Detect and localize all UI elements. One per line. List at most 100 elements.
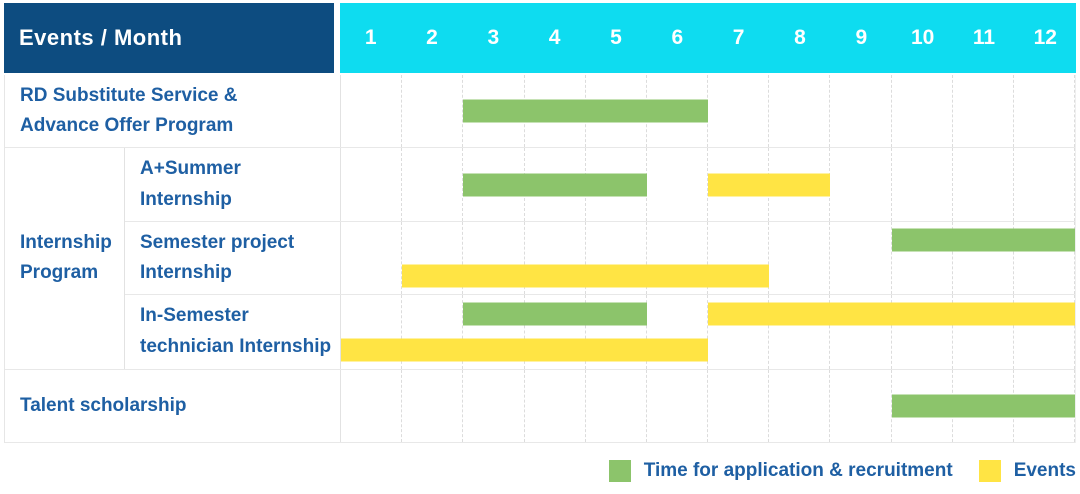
grid-column — [830, 148, 892, 221]
group-rows: A+Summer Internship Semester project Intern… — [125, 148, 1076, 369]
grid-column — [647, 369, 709, 442]
legend-item-green: Time for application & recruitment — [608, 460, 953, 482]
row-label-line: In-Semester — [140, 305, 249, 327]
row-label-line: Advance Offer Program — [20, 115, 234, 137]
grid-column — [586, 369, 647, 442]
month-label-2: 2 — [426, 26, 438, 49]
grid-column — [892, 221, 953, 295]
row-label-line: Talent scholarship — [20, 394, 187, 416]
month-label-1: 1 — [364, 26, 377, 49]
grid-column — [463, 369, 525, 442]
events-bar — [708, 173, 831, 197]
grid-column — [525, 221, 586, 295]
row-label-rd-substitute-service: RD Substitute Service & Advance Offer Pro… — [5, 75, 341, 148]
grid-column — [708, 369, 770, 442]
month-label-6: 6 — [671, 26, 684, 49]
grid-column — [953, 148, 1014, 221]
events-bar — [402, 264, 770, 288]
chart-area-a-plus-summer-internship — [341, 148, 1076, 221]
bar-lines — [341, 148, 1075, 220]
application-recruitment-bar — [891, 228, 1075, 252]
month-label-12: 12 — [1033, 26, 1057, 49]
grid-column — [341, 148, 403, 221]
grid-column — [402, 75, 464, 148]
bar-lines — [341, 75, 1075, 147]
grid-column — [647, 148, 709, 221]
green-swatch-icon — [608, 460, 631, 482]
grid-column — [830, 369, 892, 442]
row-label-in-semester-technician-internship: In-Semester technician Internship — [125, 295, 341, 369]
row-label-line: Program — [20, 262, 99, 284]
grid-column — [586, 221, 647, 295]
grid-column — [953, 295, 1014, 369]
grid-column — [830, 295, 892, 369]
bar-line — [341, 75, 1075, 147]
grid-column — [830, 75, 892, 148]
grid-column — [1014, 148, 1076, 221]
table-row-a-plus-summer-internship: A+Summer Internship — [125, 148, 1076, 222]
grid-column — [341, 75, 403, 148]
row-label-semester-project-internship: Semester project Internship — [125, 221, 341, 295]
group-label: Internship Program — [5, 148, 125, 369]
grid-column — [708, 75, 770, 148]
chart-area-in-semester-technician-internship — [341, 295, 1076, 369]
grid-column — [647, 221, 709, 295]
grid-column — [953, 75, 1014, 148]
legend-label: Time for application & recruitment — [643, 460, 953, 481]
grid-column — [525, 295, 586, 369]
schedule-table: Events / Month 1 2 3 4 5 6 7 8 9 10 11 12 RD Substi… — [4, 3, 1076, 443]
events-month-header: Events / Month — [4, 3, 334, 73]
grid-column — [647, 295, 709, 369]
table-row-rd-substitute-service: RD Substitute Service & Advance Offer Pro… — [5, 75, 1076, 149]
chart-area-rd-substitute-service — [341, 75, 1076, 148]
grid-column — [341, 369, 403, 442]
application-recruitment-bar — [463, 173, 647, 197]
bar-lines — [341, 222, 1075, 294]
bar-line — [341, 295, 1075, 332]
table-row-talent-scholarship: Talent scholarship — [5, 369, 1076, 443]
month-label-7: 7 — [732, 26, 745, 49]
grid-column — [769, 369, 831, 442]
grid-column — [708, 221, 770, 295]
row-label-line: A+Summer — [140, 158, 241, 180]
row-label-line: Internship — [140, 261, 232, 283]
row-label-talent-scholarship: Talent scholarship — [5, 369, 341, 442]
grid-column — [892, 75, 953, 148]
events-bar — [708, 302, 1075, 326]
month-header-row: 1 2 3 4 5 6 7 8 9 10 11 12 — [340, 3, 1076, 73]
events-bar — [341, 338, 708, 362]
grid-column — [341, 221, 403, 295]
month-label-11: 11 — [972, 26, 996, 49]
application-recruitment-bar — [891, 394, 1075, 418]
bar-lines — [341, 370, 1075, 442]
grid-column — [769, 75, 831, 148]
row-label-a-plus-summer-internship: A+Summer Internship — [125, 148, 341, 221]
bar-line — [341, 370, 1075, 442]
grid-column — [1014, 295, 1076, 369]
chart-area-talent-scholarship — [341, 369, 1076, 442]
grid-column — [892, 148, 953, 221]
legend-label: Events — [1013, 460, 1076, 481]
grid-column — [402, 295, 464, 369]
month-label-3: 3 — [487, 26, 500, 49]
grid-column — [402, 369, 464, 442]
legend-item-yellow: Events — [978, 460, 1076, 482]
yellow-swatch-icon — [978, 460, 1001, 482]
month-label-4: 4 — [548, 26, 561, 49]
month-label-10: 10 — [910, 26, 935, 49]
row-label-line: Internship — [20, 232, 112, 254]
grid-column — [525, 369, 586, 442]
grid-column — [1014, 221, 1076, 295]
bar-line — [341, 222, 1075, 258]
grid-column — [892, 295, 953, 369]
application-recruitment-bar — [463, 302, 647, 326]
group-internship-program: Internship Program A+Summer Internship Semes… — [5, 148, 1076, 370]
chart-area-semester-project-internship — [341, 221, 1076, 295]
grid-column — [341, 295, 403, 369]
grid-column — [1014, 75, 1076, 148]
row-label-line: Semester project — [140, 231, 295, 253]
bar-line — [341, 258, 1075, 294]
grid-column — [769, 295, 831, 369]
table-body: RD Substitute Service & Advance Offer Pro… — [4, 75, 1076, 443]
